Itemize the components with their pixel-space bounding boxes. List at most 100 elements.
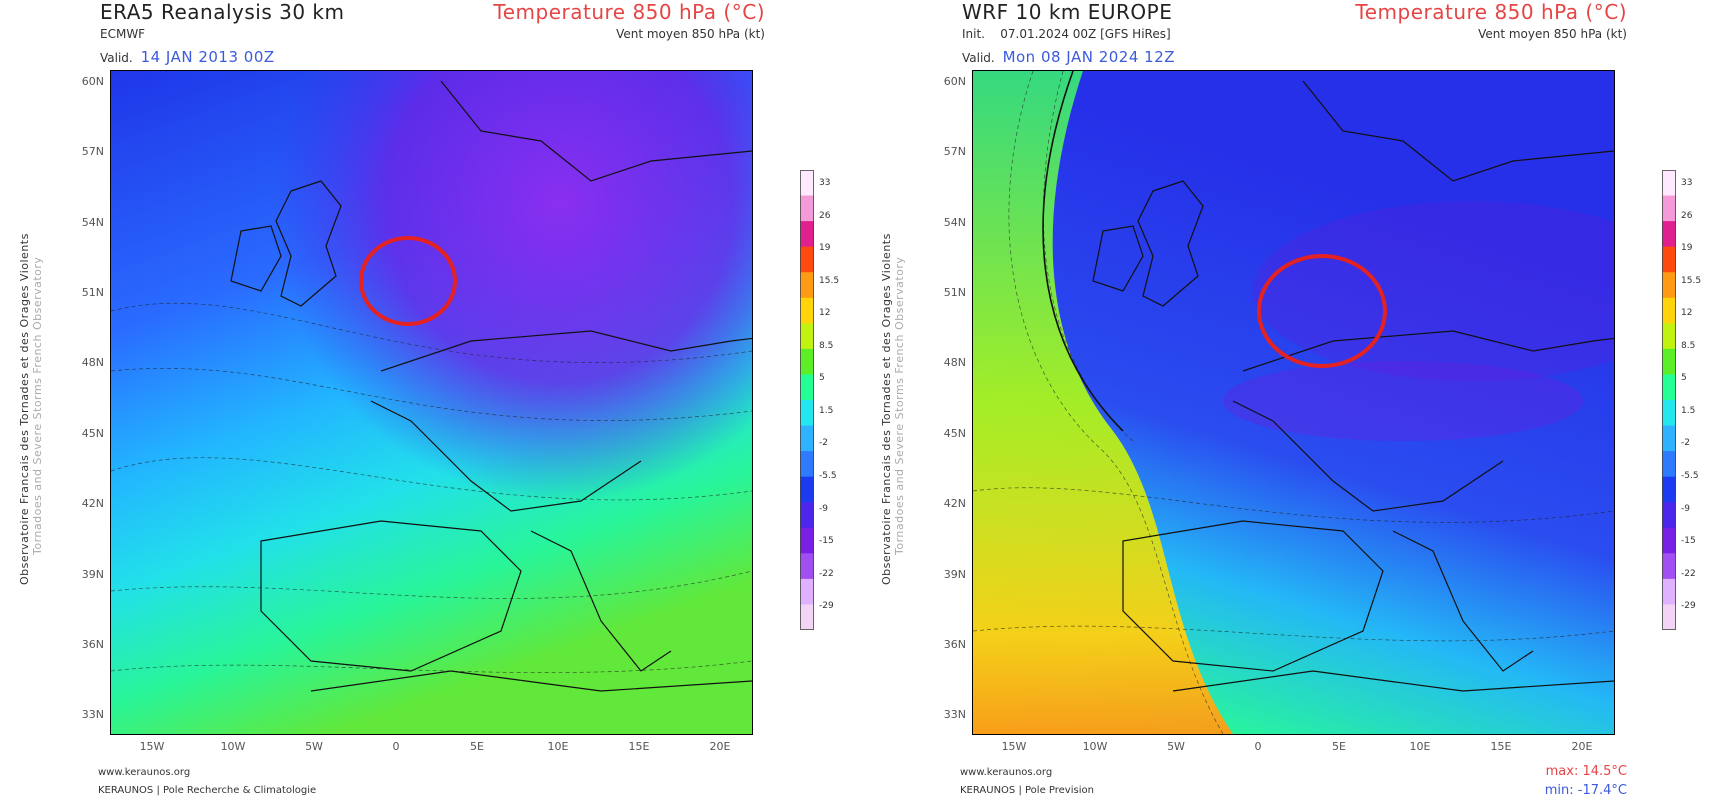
left-highlight-circle (359, 236, 457, 326)
right-colorbar (1662, 170, 1676, 630)
left-side-text-en: Tornadoes and Severe Storms French Obser… (31, 256, 44, 555)
right-lat-label: 39N (943, 568, 966, 581)
colorbar-segment (1662, 374, 1676, 401)
colorbar-segment (800, 604, 814, 630)
right-valid-line: Valid. Mon 08 JAN 2024 12Z (962, 48, 1175, 66)
right-lon-label: 10W (1082, 740, 1108, 753)
colorbar-segment (800, 502, 814, 529)
colorbar-tick-label: 26 (819, 210, 831, 221)
left-colorbar (800, 170, 814, 630)
left-subtitle: ECMWF (100, 27, 146, 41)
right-map (972, 70, 1615, 735)
colorbar-segment (1662, 604, 1676, 630)
right-title: WRF 10 km EUROPE (962, 0, 1173, 24)
left-lon-label: 20E (709, 740, 731, 753)
colorbar-tick-label: -9 (1681, 503, 1690, 514)
right-highlight-circle (1257, 254, 1387, 368)
right-wind-label: Vent moyen 850 hPa (kt) (1478, 27, 1627, 41)
left-lon-label: 15E (628, 740, 650, 753)
colorbar-tick-label: -5.5 (819, 470, 837, 481)
colorbar-segment (800, 553, 814, 580)
colorbar-segment (1662, 476, 1676, 503)
colorbar-segment (800, 527, 814, 554)
colorbar-segment (1662, 502, 1676, 529)
right-valid-label: Valid. (962, 51, 995, 65)
colorbar-segment (800, 425, 814, 452)
right-lat-label: 36N (943, 638, 966, 651)
colorbar-tick-label: -29 (819, 601, 834, 612)
colorbar-tick-label: 5 (1681, 373, 1687, 384)
left-parameter: Temperature 850 hPa (°C) (493, 0, 765, 24)
colorbar-tick-label: 5 (819, 373, 825, 384)
colorbar-tick-label: -15 (1681, 536, 1696, 547)
colorbar-segment (800, 297, 814, 324)
colorbar-tick-label: -15 (819, 536, 834, 547)
colorbar-tick-label: -22 (819, 568, 834, 579)
left-lat-label: 39N (81, 568, 104, 581)
colorbar-tick-label: 12 (1681, 308, 1693, 319)
right-parameter: Temperature 850 hPa (°C) (1355, 0, 1627, 24)
colorbar-segment (800, 246, 814, 273)
colorbar-segment (1662, 425, 1676, 452)
right-side-text-en: Tornadoes and Severe Storms French Obser… (893, 256, 906, 555)
right-lon-label: 0 (1254, 740, 1262, 753)
right-lon-label: 20E (1571, 740, 1593, 753)
left-valid-date: 14 JAN 2013 00Z (140, 48, 275, 66)
colorbar-segment (800, 195, 814, 222)
colorbar-segment (800, 272, 814, 299)
colorbar-tick-label: 1.5 (819, 405, 834, 416)
left-lat-label: 36N (81, 638, 104, 651)
right-lat-label: 48N (943, 356, 966, 369)
right-map-panel: WRF 10 km EUROPE Init. 07.01.2024 00Z [G… (862, 0, 1720, 800)
colorbar-segment (800, 374, 814, 401)
right-lon-label: 15W (1001, 740, 1027, 753)
right-init-line: Init. 07.01.2024 00Z [GFS HiRes] (962, 27, 1171, 41)
left-lon-label: 10W (220, 740, 246, 753)
colorbar-tick-label: 33 (1681, 178, 1693, 188)
left-lat-label: 33N (81, 708, 104, 721)
left-lat-label: 45N (81, 427, 104, 440)
right-lat-label: 60N (943, 75, 966, 88)
colorbar-tick-label: 19 (1681, 243, 1693, 254)
left-map (110, 70, 753, 735)
colorbar-tick-label: 33 (819, 178, 831, 188)
colorbar-segment (1662, 323, 1676, 350)
right-lon-label: 15E (1490, 740, 1512, 753)
left-lon-label: 10E (547, 740, 569, 753)
right-footer-org: KERAUNOS | Pole Prevision (960, 785, 1094, 796)
left-coastlines (230, 80, 752, 692)
colorbar-segment (1662, 578, 1676, 606)
left-lon-label: 5E (470, 740, 484, 753)
right-coastlines (1092, 80, 1614, 692)
left-lon-label: 5W (305, 740, 323, 753)
colorbar-tick-label: 12 (819, 308, 831, 319)
left-title: ERA5 Reanalysis 30 km (100, 0, 345, 24)
colorbar-segment (800, 170, 814, 197)
left-map-panel: ERA5 Reanalysis 30 km ECMWF Valid. 14 JA… (18, 0, 839, 796)
colorbar-segment (800, 323, 814, 350)
colorbar-segment (1662, 272, 1676, 299)
colorbar-tick-label: -2 (819, 438, 828, 449)
colorbar-tick-label: 8.5 (819, 340, 834, 351)
left-lat-label: 60N (81, 75, 104, 88)
left-lat-label: 57N (81, 145, 104, 158)
left-wind-label: Vent moyen 850 hPa (kt) (616, 27, 765, 41)
left-lat-label: 48N (81, 356, 104, 369)
right-lon-label: 5W (1167, 740, 1185, 753)
right-lat-label: 57N (943, 145, 966, 158)
right-lon-label: 10E (1409, 740, 1431, 753)
colorbar-segment (1662, 553, 1676, 580)
left-footer-url: www.keraunos.org (98, 767, 191, 778)
colorbar-tick-label: 15.5 (1681, 275, 1702, 286)
colorbar-tick-label: -29 (1681, 601, 1696, 612)
colorbar-segment (800, 400, 814, 427)
colorbar-segment (1662, 246, 1676, 273)
left-valid-line: Valid. 14 JAN 2013 00Z (100, 48, 275, 66)
colorbar-segment (800, 221, 814, 248)
right-lon-label: 5E (1332, 740, 1346, 753)
colorbar-segment (1662, 400, 1676, 427)
colorbar-tick-label: 19 (819, 243, 831, 254)
colorbar-segment (800, 451, 814, 478)
left-lat-label: 54N (81, 216, 104, 229)
left-valid-label: Valid. (100, 51, 133, 65)
